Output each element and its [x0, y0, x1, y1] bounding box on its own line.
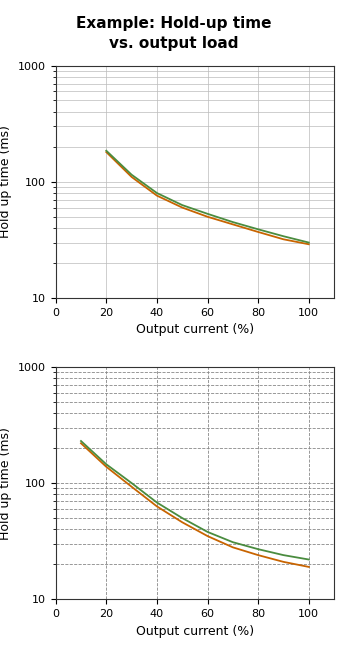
X-axis label: Output current (%): Output current (%) [136, 625, 254, 637]
Y-axis label: Hold up time (ms): Hold up time (ms) [0, 426, 13, 540]
X-axis label: Output current (%): Output current (%) [136, 324, 254, 336]
Y-axis label: Hold up time (ms): Hold up time (ms) [0, 125, 13, 238]
Text: Example: Hold-up time
vs. output load: Example: Hold-up time vs. output load [76, 16, 272, 51]
